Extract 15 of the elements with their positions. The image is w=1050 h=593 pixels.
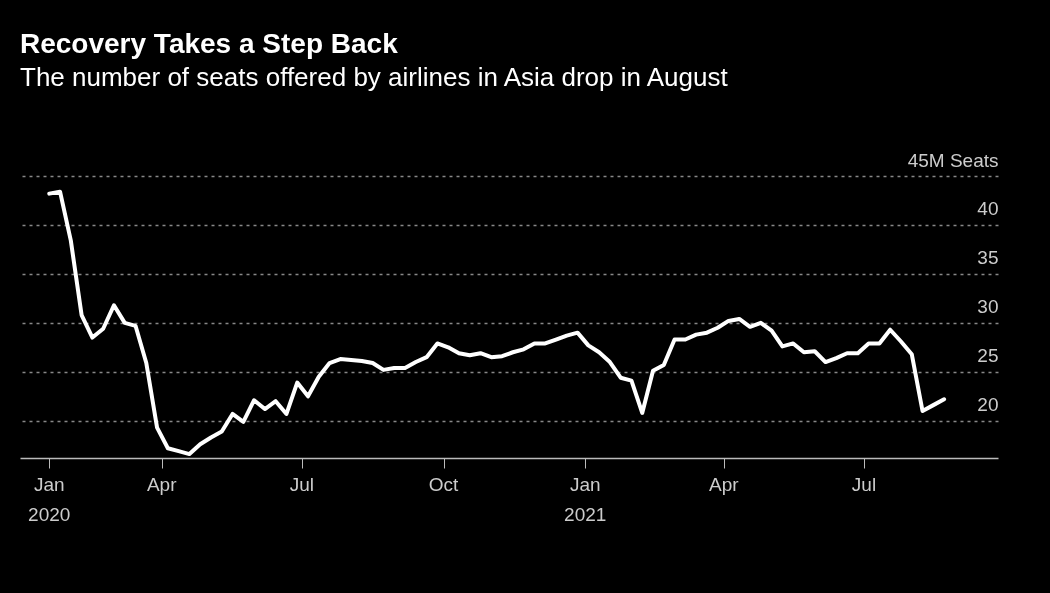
y-tick-label: 40 [977,198,999,220]
y-tick-label: 25 [977,345,999,367]
y-tick-label: 20 [977,394,999,416]
x-tick-label: Oct [428,474,460,495]
x-tick-label: Jul [851,474,877,495]
x-tick-label: Jan 2021 [564,474,607,525]
x-tick-label: Jan 2020 [28,474,71,525]
x-tick-label: Apr [146,474,178,495]
chart-subtitle: The number of seats offered by airlines in Asia drop in August [20,62,729,92]
x-tick-label: Apr [709,474,740,495]
y-tick-label: 35 [977,247,999,269]
y-tick-label: 45M Seats [907,149,999,171]
x-tick-label: Jul [289,474,314,495]
chart-title: Recovery Takes a Step Back [20,28,399,59]
y-tick-label: 30 [977,296,999,318]
